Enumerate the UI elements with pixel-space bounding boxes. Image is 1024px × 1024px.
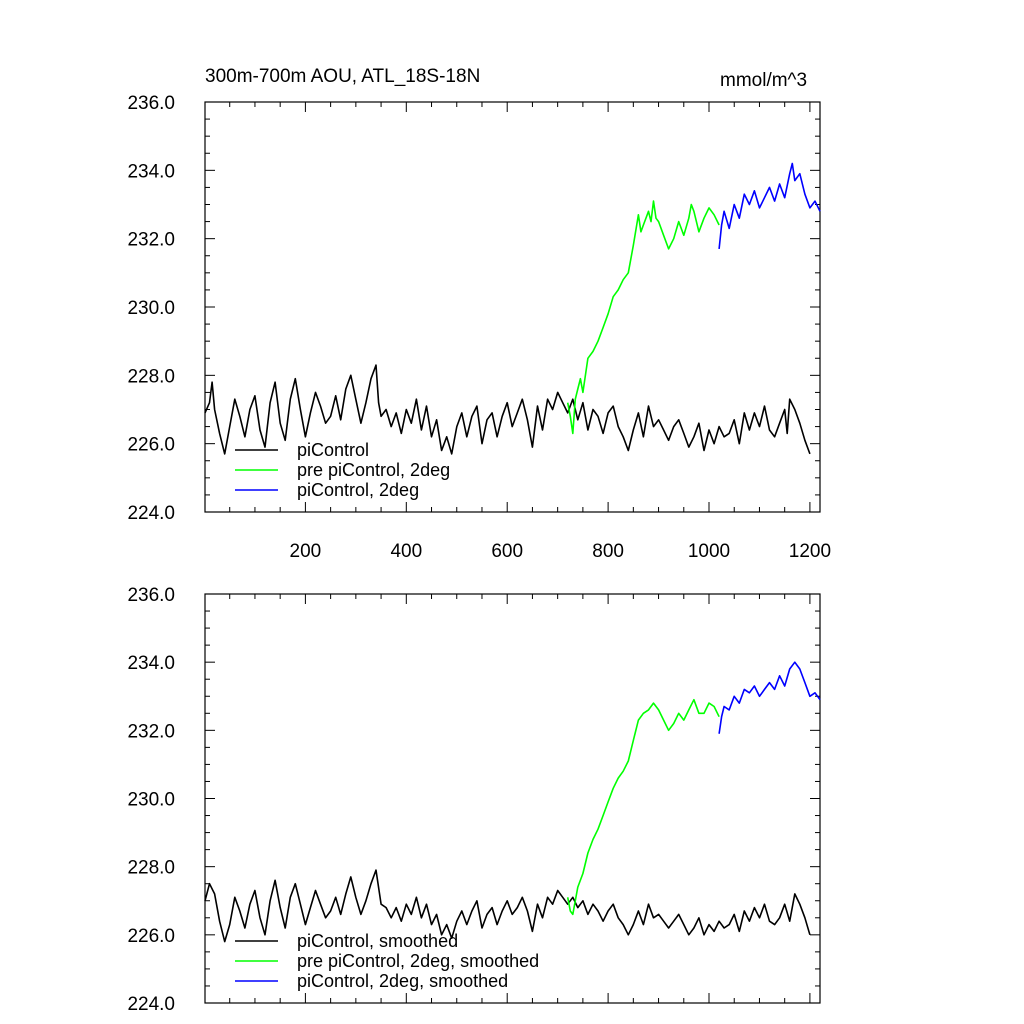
plot-panel-2: 224.0 226.0 228.0 230.0 232.0 234.0 236.0 piCon…: [127, 585, 821, 1015]
y-tick-label: 230.0: [127, 298, 175, 319]
series-line-2: [566, 698, 720, 916]
y-tick-label: 226.0: [127, 435, 175, 456]
y-tick-label: 236.0: [127, 93, 175, 114]
x-tick-label: 800: [592, 541, 624, 562]
series-line-1: [204, 869, 811, 943]
series-line-3: [718, 162, 821, 249]
y-tick-label: 228.0: [127, 366, 175, 387]
series-line-1: [204, 364, 811, 455]
legend-label: piControl, 2deg, smoothed: [297, 971, 508, 991]
legend-label: piControl: [297, 440, 369, 460]
legend-label: piControl, smoothed: [297, 931, 458, 951]
y-tick-label: 236.0: [127, 585, 175, 606]
y-tick-label: 234.0: [127, 653, 175, 674]
legend-label: piControl, 2deg: [297, 480, 419, 500]
series-line-2: [566, 200, 720, 435]
y-tick-label: 230.0: [127, 790, 175, 811]
y-tick-label: 232.0: [127, 721, 175, 742]
x-tick-label: 600: [491, 541, 523, 562]
units-label: mmol/m^3: [720, 70, 808, 91]
legend-label: pre piControl, 2deg, smoothed: [297, 951, 539, 971]
y-tick-label: 224.0: [127, 503, 175, 524]
x-tick-label: 200: [290, 541, 322, 562]
chart-title: 300m-700m AOU, ATL_18S-18N: [205, 66, 481, 87]
x-tick-label: 1000: [688, 541, 730, 562]
x-tick-label: 400: [390, 541, 422, 562]
legend-label: pre piControl, 2deg: [297, 460, 450, 480]
x-tick-label: 1200: [789, 541, 831, 562]
plot-panel-1: 224.0 226.0 228.0 230.0 232.0 234.0 236.0 200 40…: [127, 93, 831, 562]
y-tick-label: 232.0: [127, 230, 175, 251]
y-tick-label: 226.0: [127, 926, 175, 947]
y-tick-label: 228.0: [127, 858, 175, 879]
series-line-3: [718, 661, 821, 734]
y-tick-label: 234.0: [127, 161, 175, 182]
y-tick-label: 224.0: [127, 994, 175, 1015]
